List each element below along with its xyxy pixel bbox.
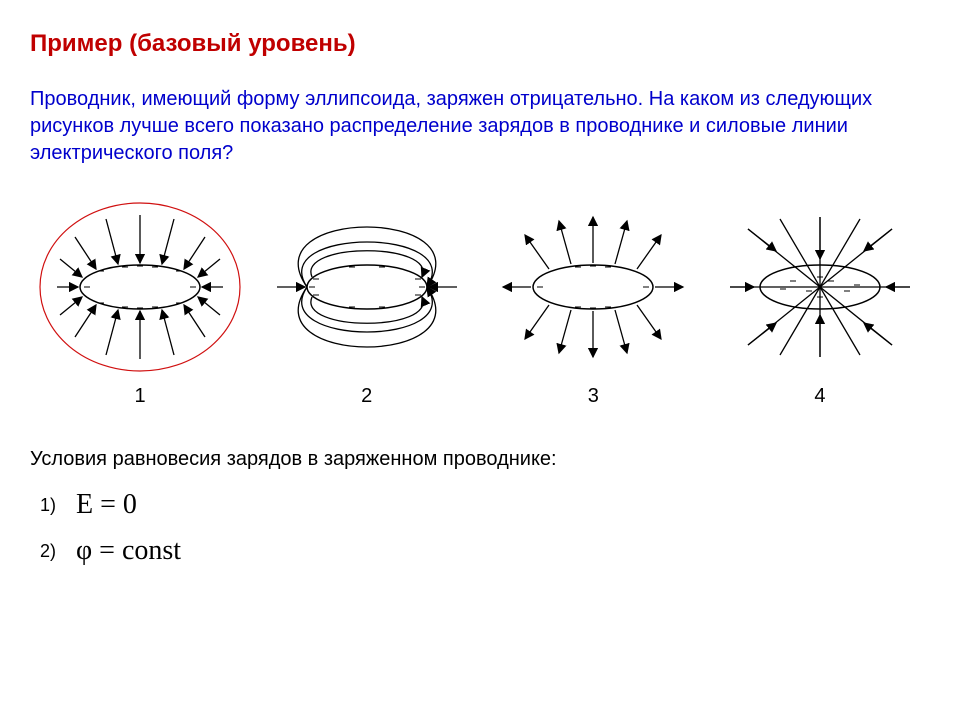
diagram-2-label: 2 [361, 385, 372, 408]
diagram-3: 3 [483, 197, 703, 408]
conditions-header: Условия равновесия зарядов в заряженном … [30, 448, 930, 471]
condition-1: 1) E = 0 [40, 489, 930, 521]
condition-2-num: 2) [40, 541, 76, 562]
diagram-2: 2 [257, 197, 477, 408]
diagram-3-svg [483, 197, 703, 377]
diagram-4-svg [710, 197, 930, 377]
diagram-4-label: 4 [814, 385, 825, 408]
diagram-2-svg [257, 197, 477, 377]
slide: Пример (базовый уровень) Проводник, имею… [0, 0, 960, 720]
slide-title: Пример (базовый уровень) [30, 30, 930, 58]
condition-1-num: 1) [40, 495, 76, 516]
diagrams-row: 1 [30, 197, 930, 408]
diagram-1: 1 [30, 197, 250, 408]
diagram-1-svg [30, 197, 250, 377]
condition-2-eq: φ = const [76, 535, 181, 567]
conditions-block: Условия равновесия зарядов в заряженном … [30, 448, 930, 567]
diagram-1-label: 1 [134, 385, 145, 408]
condition-2: 2) φ = const [40, 535, 930, 567]
condition-1-eq: E = 0 [76, 489, 137, 521]
diagram-4: 4 [710, 197, 930, 408]
question-text: Проводник, имеющий форму эллипсоида, зар… [30, 86, 930, 167]
diagram-3-label: 3 [588, 385, 599, 408]
